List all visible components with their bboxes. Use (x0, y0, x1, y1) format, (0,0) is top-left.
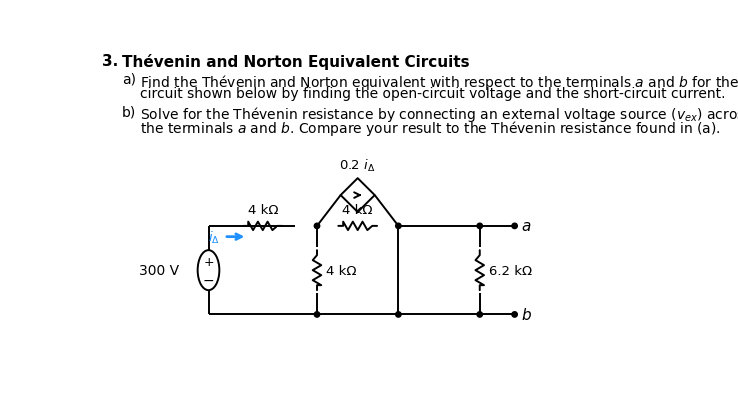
Text: a): a) (122, 73, 136, 87)
Text: b): b) (122, 105, 136, 119)
Text: b: b (522, 307, 531, 322)
Text: circuit shown below by finding the open-circuit voltage and the short-circuit cu: circuit shown below by finding the open-… (140, 87, 725, 101)
Text: 3.: 3. (103, 53, 119, 69)
Text: 4 kΩ: 4 kΩ (342, 203, 373, 216)
Circle shape (314, 224, 320, 229)
Text: 6.2 kΩ: 6.2 kΩ (489, 264, 532, 277)
Circle shape (477, 312, 483, 317)
Circle shape (477, 224, 483, 229)
Text: 300 V: 300 V (139, 263, 179, 277)
Text: Find the Thévenin and Norton equivalent with respect to the terminals $a$ and $b: Find the Thévenin and Norton equivalent … (140, 73, 738, 92)
Text: $i_\Delta$: $i_\Delta$ (208, 229, 220, 245)
Circle shape (314, 312, 320, 317)
Circle shape (512, 312, 517, 317)
Text: Thévenin and Norton Equivalent Circuits: Thévenin and Norton Equivalent Circuits (122, 53, 469, 69)
Text: 4 kΩ: 4 kΩ (326, 264, 356, 277)
Text: 0.2 $i_\Delta$: 0.2 $i_\Delta$ (339, 157, 376, 173)
Text: −: − (203, 273, 214, 288)
Circle shape (396, 224, 401, 229)
Text: the terminals $a$ and $b$. Compare your result to the Thévenin resistance found : the terminals $a$ and $b$. Compare your … (140, 119, 721, 138)
Circle shape (512, 224, 517, 229)
Text: Solve for the Thévenin resistance by connecting an external voltage source ($v_{: Solve for the Thévenin resistance by con… (140, 105, 738, 124)
Text: +: + (203, 255, 214, 269)
Text: 4 kΩ: 4 kΩ (247, 203, 278, 216)
Circle shape (396, 312, 401, 317)
Text: a: a (522, 219, 531, 234)
